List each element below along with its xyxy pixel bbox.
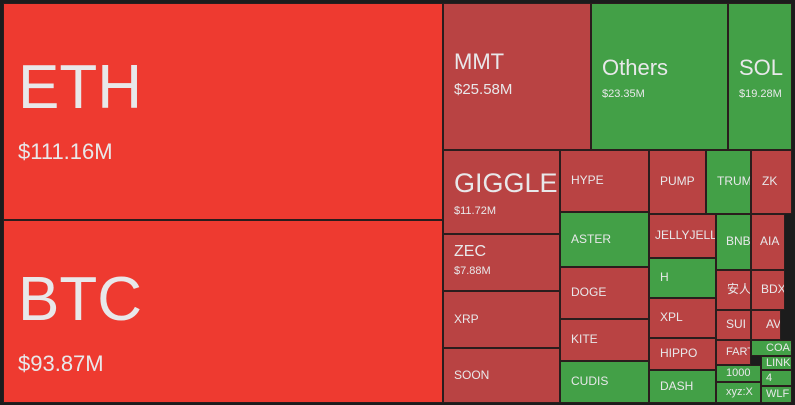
tile: xyz:X bbox=[716, 382, 761, 403]
tile: XRP bbox=[443, 291, 560, 348]
tile-name: HYPE bbox=[571, 173, 604, 188]
tile-name: ASTER bbox=[571, 231, 612, 246]
tile: SOON bbox=[443, 348, 560, 403]
tile-name: Others bbox=[602, 55, 669, 80]
tile-value: $25.58M bbox=[454, 81, 513, 99]
tile-name: WLF bbox=[766, 388, 790, 401]
tile: HIPPO bbox=[649, 338, 716, 370]
tile: ZEC $7.88M bbox=[443, 234, 560, 291]
tile: AIA bbox=[751, 214, 785, 270]
tile: LINK bbox=[761, 356, 792, 370]
tile: HYPE bbox=[560, 150, 649, 212]
tile: DASH bbox=[649, 370, 716, 403]
tile: CUDIS bbox=[560, 361, 649, 403]
tile-name: DOGE bbox=[571, 285, 607, 300]
tile: BTC $93.87M bbox=[3, 220, 443, 403]
tile-name: XPL bbox=[660, 310, 683, 325]
tile: XPL bbox=[649, 298, 716, 338]
tile-name: BTC bbox=[18, 265, 142, 334]
tile-name: PUMP bbox=[660, 174, 695, 189]
tile: BDX bbox=[751, 270, 785, 310]
tile-name: xyz:X bbox=[726, 386, 753, 399]
tile: COAI bbox=[751, 340, 792, 356]
tile: ZK bbox=[751, 150, 792, 214]
tile-name: XRP bbox=[454, 311, 479, 326]
tile: 1000 bbox=[716, 365, 761, 382]
tile-name: SOL bbox=[739, 55, 784, 80]
tile-value: $23.35M bbox=[602, 88, 645, 101]
tile: 安人 bbox=[716, 270, 751, 310]
tile-name: TRUMP bbox=[717, 174, 751, 189]
tile-name: LINK bbox=[766, 356, 791, 369]
tile: ASTER bbox=[560, 212, 649, 267]
tile-name: FART bbox=[726, 346, 750, 359]
tile-value: $7.88M bbox=[454, 264, 491, 277]
tile-value: $111.16M bbox=[18, 139, 113, 165]
tile-name: AIA bbox=[760, 234, 780, 249]
tile: 4 bbox=[761, 370, 792, 386]
tile-name: ETH bbox=[18, 53, 142, 122]
tile: H bbox=[649, 258, 716, 298]
tile-value: $11.72M bbox=[454, 204, 496, 217]
tile: DOGE bbox=[560, 267, 649, 319]
tile-value: $93.87M bbox=[18, 351, 104, 377]
tile: GIGGLE $11.72M bbox=[443, 150, 560, 234]
tile: WLF bbox=[761, 386, 792, 403]
tile-name: BDX bbox=[761, 282, 785, 297]
tile-name: ZEC bbox=[454, 243, 486, 260]
tile-value: $19.28M bbox=[739, 88, 782, 101]
tile: JELLYJELLY bbox=[649, 214, 716, 258]
tile-name: CUDIS bbox=[571, 374, 609, 389]
tile: KITE bbox=[560, 319, 649, 361]
tile: FART bbox=[716, 340, 751, 365]
tile: PUMP bbox=[649, 150, 706, 214]
tile-name: ZK bbox=[762, 174, 778, 189]
tile-name: HIPPO bbox=[660, 346, 698, 361]
tile-name: SOON bbox=[454, 367, 490, 382]
tile-name: JELLYJELLY bbox=[655, 228, 716, 243]
tile-name: 安人 bbox=[727, 282, 751, 297]
tile-name: AV bbox=[766, 317, 781, 332]
tile-name: KITE bbox=[571, 332, 598, 347]
tile: MMT $25.58M bbox=[443, 3, 591, 150]
tile-name: COAI bbox=[766, 341, 792, 354]
tile-name: DASH bbox=[660, 378, 694, 393]
tile: TRUMP bbox=[706, 150, 751, 214]
tile-name: GIGGLE bbox=[454, 168, 558, 198]
tile: SOL $19.28M bbox=[728, 3, 792, 150]
tile-name: 1000 bbox=[726, 367, 751, 380]
tile-name: MMT bbox=[454, 49, 505, 74]
tile: BNB bbox=[716, 214, 751, 270]
tile: AV bbox=[751, 310, 781, 340]
tile: ETH $111.16M bbox=[3, 3, 443, 220]
tile-name: H bbox=[660, 270, 669, 285]
tile: SUI bbox=[716, 310, 751, 340]
tile-name: BNB bbox=[726, 234, 751, 249]
tile-name: 4 bbox=[766, 371, 773, 384]
tile-name: SUI bbox=[726, 317, 747, 332]
tile: Others $23.35M bbox=[591, 3, 728, 150]
